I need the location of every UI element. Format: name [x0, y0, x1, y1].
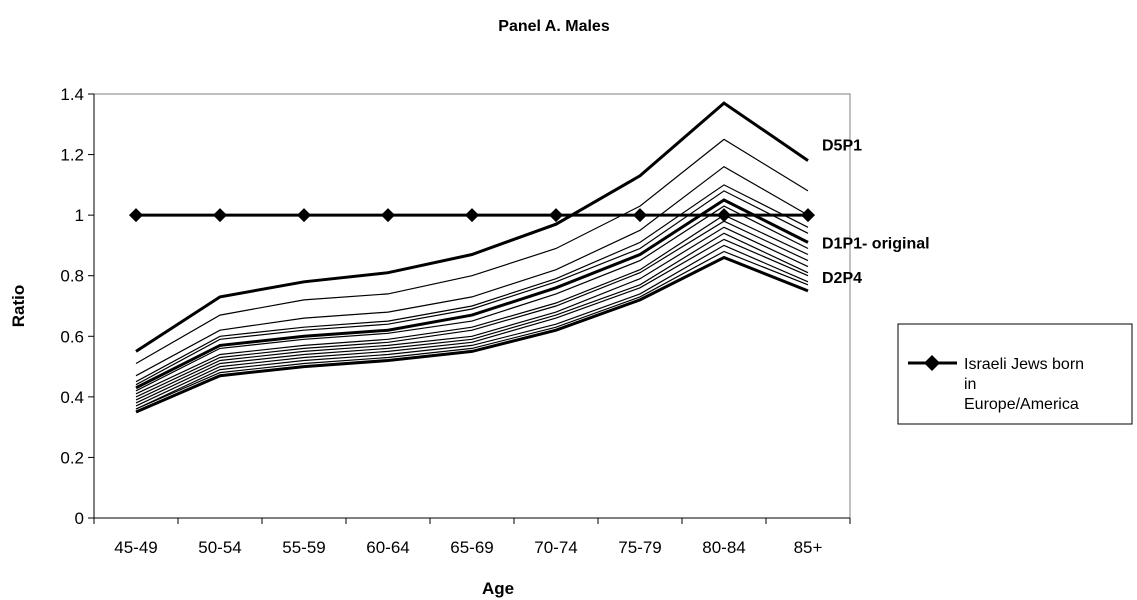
chart-annotations: D5P1 D1P1- original D2P4 [822, 138, 930, 287]
y-tick-label: 0.4 [60, 388, 84, 407]
reference-point-diamond [801, 208, 815, 223]
chart-axes: 0 0.2 0.4 0.6 0.8 1 1.2 1.4 45-49 50-54 55-59 60-64… [60, 85, 851, 557]
y-tick-label: 1 [75, 206, 84, 225]
x-tick-label: 85+ [794, 538, 823, 557]
series-line [135, 238, 809, 407]
x-tick-label: 50-54 [198, 538, 241, 557]
legend-label-line: Europe/America [964, 396, 1079, 413]
highlighted-series-line [135, 101, 809, 353]
series-line [135, 138, 809, 365]
highlighted-series-line [135, 198, 809, 390]
x-tick-label: 75-79 [618, 538, 661, 557]
y-tick-label: 0.2 [60, 448, 84, 467]
series-line [135, 205, 809, 392]
series-line [135, 226, 809, 401]
reference-point-diamond [129, 208, 143, 223]
x-tick-label: 65-69 [450, 538, 493, 557]
chart-title: Panel A. Males [498, 18, 610, 35]
series-line [135, 220, 809, 398]
series-line [135, 232, 809, 404]
y-tick-label: 1.4 [60, 85, 84, 104]
series-line [135, 184, 809, 383]
reference-point-diamond [549, 208, 563, 223]
y-tick-label: 0.8 [60, 267, 84, 286]
legend-label: Israeli Jews born in Europe/America [964, 356, 1084, 413]
x-tick-label: 80-84 [702, 538, 745, 557]
series-annotation-label: D1P1- original [822, 235, 930, 252]
y-axis-label: Ratio [9, 285, 28, 328]
y-tick-label: 1.2 [60, 146, 84, 165]
chart-series [129, 101, 815, 414]
legend-box [897, 323, 1133, 425]
series-annotation-label: D5P1 [822, 138, 862, 155]
reference-point-diamond [633, 208, 647, 223]
x-tick-label: 70-74 [534, 538, 577, 557]
legend-diamond-marker [924, 355, 940, 371]
chart-legend: Israeli Jews born in Europe/America [897, 323, 1133, 425]
series-line [135, 165, 809, 377]
x-tick-label: 55-59 [282, 538, 325, 557]
series-line [135, 214, 809, 395]
series-annotation-label: D2P4 [822, 270, 862, 287]
reference-point-diamond [717, 208, 731, 223]
series-line [135, 250, 809, 410]
series-line [135, 190, 809, 386]
y-tick-label: 0 [75, 509, 84, 528]
reference-point-diamond [381, 208, 395, 223]
legend-label-line: Israeli Jews born [964, 356, 1084, 373]
series-line [135, 244, 809, 410]
x-axis-label: Age [482, 579, 514, 598]
reference-point-diamond [297, 208, 311, 223]
reference-point-diamond [465, 208, 479, 223]
x-tick-label: 60-64 [366, 538, 409, 557]
reference-point-diamond [213, 208, 227, 223]
x-tick-label: 45-49 [114, 538, 157, 557]
legend-label-line: in [964, 376, 976, 393]
highlighted-series-line [135, 255, 809, 414]
y-tick-label: 0.6 [60, 327, 84, 346]
